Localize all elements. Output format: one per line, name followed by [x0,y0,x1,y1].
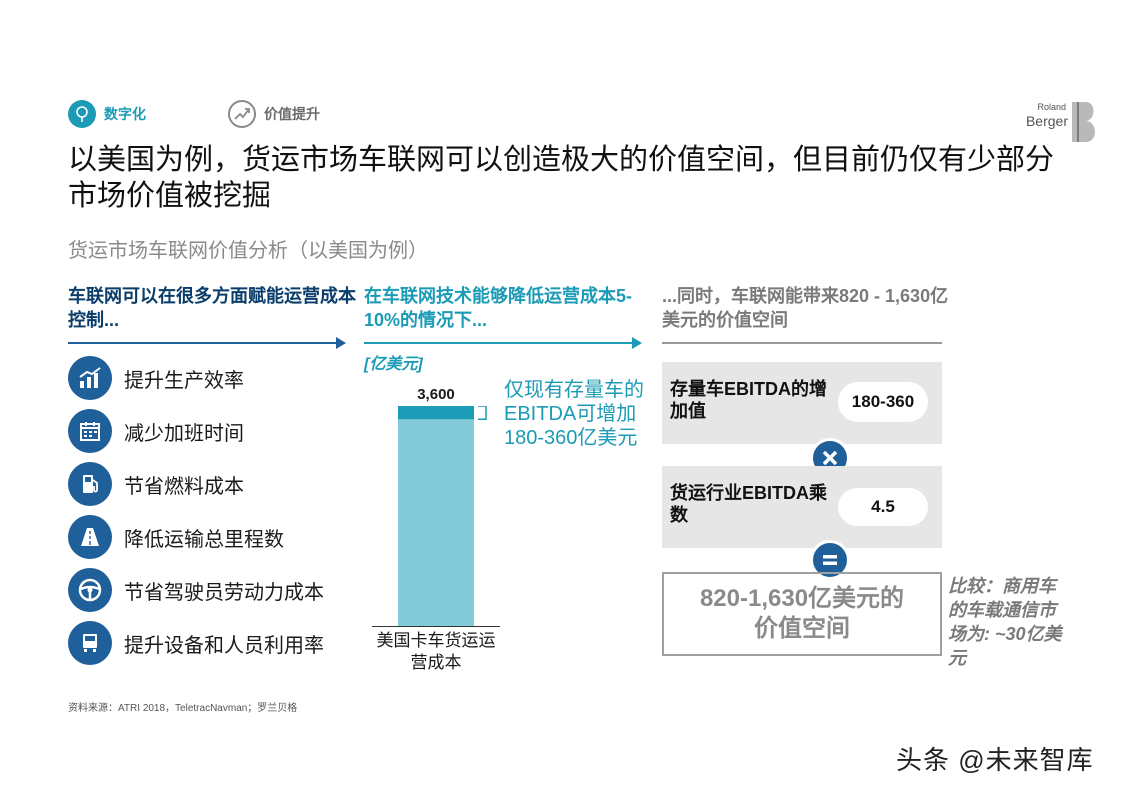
productivity-chart-icon [68,356,112,400]
value-space-result: 820-1,630亿美元的价值空间 [662,572,942,656]
right-divider [662,342,942,344]
bar-segment-ebitda [398,406,474,420]
left-arrow [68,337,346,349]
benefit-item: 降低运输总里程数 [68,515,284,559]
truck-icon [68,621,112,665]
steering-wheel-icon [68,568,112,612]
tag-digitalization: 数字化 [68,100,146,128]
digital-tree-icon [68,100,96,128]
left-column-heading: 车联网可以在很多方面赋能运营成本控制... [68,286,356,330]
benefit-item: 提升设备和人员利用率 [68,621,324,665]
chart-annotation: 仅现有存量车的EBITDA可增加180-360亿美元 [504,379,644,449]
middle-column-heading: 在车联网技术能够降低运营成本5-10%的情况下... [364,286,633,330]
benefit-label: 节省驾驶员劳动力成本 [124,581,324,604]
tag-label: 价值提升 [264,106,320,122]
annotation-bracket [478,406,487,420]
bar-total [398,406,474,626]
watermark: 头条 @未来智库 [896,745,1094,775]
fuel-pump-icon [68,462,112,506]
tag-label: 数字化 [104,106,146,122]
benefit-item: 减少加班时间 [68,409,244,453]
chart-unit: [亿美元] [364,356,423,373]
calendar-icon [68,409,112,453]
benefit-label: 减少加班时间 [124,422,244,445]
road-icon [68,515,112,559]
benefit-item: 节省燃料成本 [68,462,244,506]
ebitda-increase-value: 180-360 [838,382,928,422]
chart-baseline [372,626,500,627]
right-column-heading: ...同时，车联网能带来820 - 1,630亿美元的价值空间 [662,286,949,330]
bar-category-label: 美国卡车货运运营成本 [376,631,496,672]
value-chart-icon [228,100,256,128]
ebitda-multiplier-label: 货运行业EBITDA乘数 [670,483,827,525]
ebitda-increase-box: 存量车EBITDA的增加值 180-360 [662,362,942,444]
ebitda-multiplier-value: 4.5 [838,488,928,526]
benefit-label: 节省燃料成本 [124,475,244,498]
benefit-item: 节省驾驶员劳动力成本 [68,568,324,612]
middle-arrow [364,337,642,349]
ebitda-increase-label: 存量车EBITDA的增加值 [670,379,827,421]
benefit-item: 提升生产效率 [68,356,244,400]
page-subtitle: 货运市场车联网价值分析（以美国为例） [68,240,428,262]
tag-value-increase: 价值提升 [228,100,320,128]
benefit-label: 提升生产效率 [124,369,244,392]
source-note: 资料来源：ATRI 2018，TeletracNavman；罗兰贝格 [68,703,298,714]
bar-value-label: 3,600 [417,386,455,403]
page-title: 以美国为例，货运市场车联网可以创造极大的价值空间，但目前仍仅有少部分市场价值被挖… [68,144,1055,212]
roland-berger-logo: Roland Berger [1010,100,1102,146]
comparison-note: 比较：商用车的车载通信市场为: ~30亿美元 [948,576,1062,668]
benefit-label: 提升设备和人员利用率 [124,634,324,657]
benefit-label: 降低运输总里程数 [124,528,284,551]
ebitda-multiplier-box: 货运行业EBITDA乘数 4.5 [662,466,942,548]
bar-chart [398,406,487,626]
